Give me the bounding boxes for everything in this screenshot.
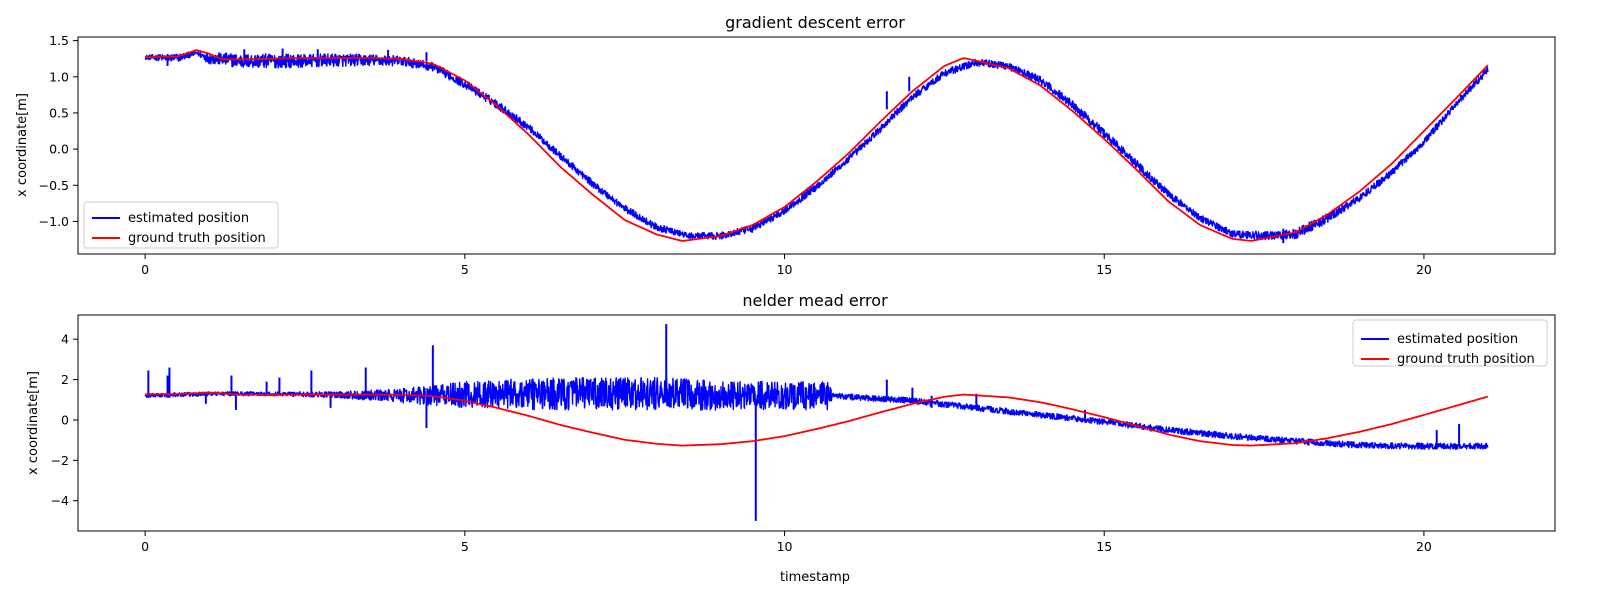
x-tick-label: 5	[461, 262, 469, 277]
legend-label-truth: ground truth position	[128, 231, 266, 246]
series-ground-truth-position	[145, 49, 1489, 242]
legend-label-truth: ground truth position	[1397, 352, 1535, 367]
x-tick-label: 5	[461, 539, 469, 554]
y-tick-label: −1.0	[39, 214, 69, 229]
gradient-descent-panel: gradient descent error 0 5 10 15 20 1.5 1.0 0.5…	[15, 13, 1556, 277]
y-tick-label: 0	[61, 412, 69, 427]
x-tick-label: 20	[1416, 262, 1432, 277]
plot-area: 0 5 10 15 20 1.5 1.0 0.5 0.0 −0.5 −1.0	[39, 33, 1556, 277]
series-estimated-position	[144, 376, 1489, 450]
x-tick-label: 15	[1096, 539, 1112, 554]
x-axis-label: timestamp	[780, 570, 850, 585]
legend-box	[83, 201, 279, 249]
y-tick-label: 0.5	[49, 105, 69, 120]
y-tick-label: −2	[51, 453, 69, 468]
x-tick-label: 10	[777, 262, 793, 277]
x-tick-label: 0	[141, 262, 149, 277]
legend: estimated position ground truth position	[83, 201, 279, 249]
legend-label-estimated: estimated position	[1397, 332, 1518, 347]
x-tick-label: 15	[1096, 262, 1112, 277]
series-ground-truth-position	[145, 391, 1489, 447]
y-tick-label: 0.0	[49, 142, 69, 157]
y-tick-label: 4	[61, 332, 69, 347]
series-estimated-position	[144, 50, 1489, 241]
series-group	[144, 48, 1489, 244]
series-group	[144, 324, 1489, 521]
y-tick-label: 1.0	[49, 69, 69, 84]
x-tick-label: 20	[1416, 539, 1432, 554]
x-tick-label: 10	[777, 539, 793, 554]
axes-frame	[77, 314, 1556, 532]
y-tick-label: −4	[51, 493, 69, 508]
x-tick-label: 0	[141, 539, 149, 554]
y-tick-label: −0.5	[39, 178, 69, 193]
axes-frame	[77, 36, 1556, 255]
y-axis-label: x coordinate[m]	[26, 371, 41, 475]
legend-label-estimated: estimated position	[128, 211, 249, 226]
y-tick-label: 1.5	[49, 33, 69, 48]
y-tick-label: 2	[61, 372, 69, 387]
chart-title: nelder mead error	[742, 291, 888, 310]
legend: estimated position ground truth position	[1352, 319, 1548, 367]
legend-box	[1352, 319, 1548, 367]
chart-title: gradient descent error	[725, 13, 905, 32]
y-axis-label: x coordinate[m]	[15, 93, 30, 197]
